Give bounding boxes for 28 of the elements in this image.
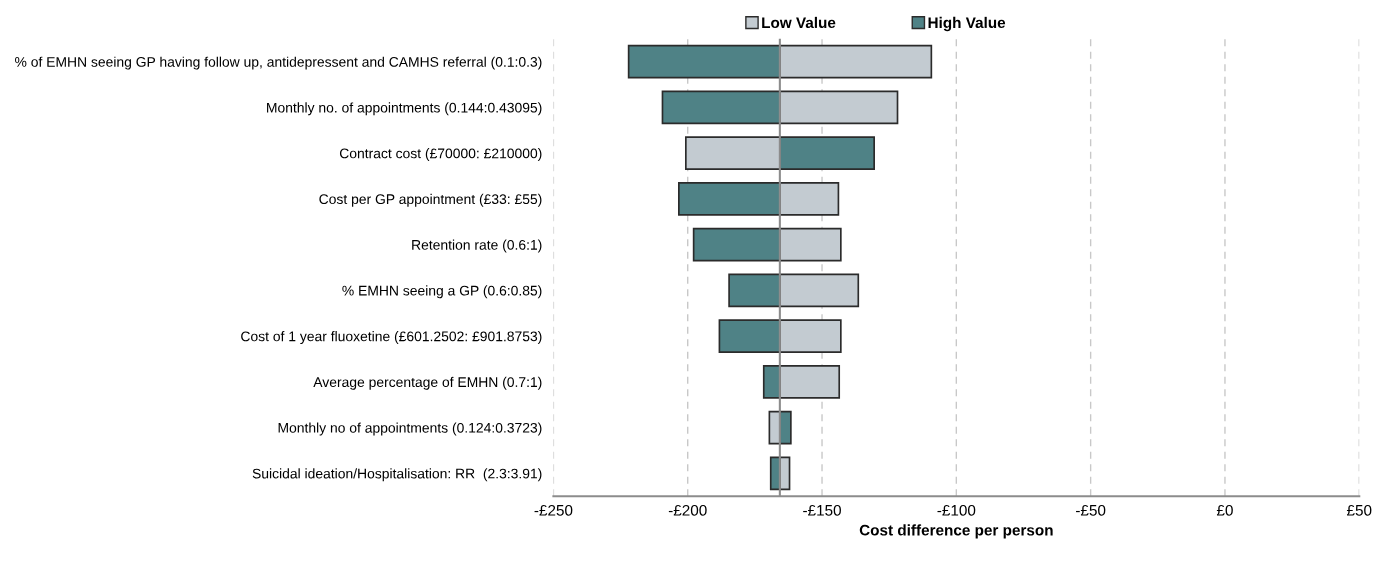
- y-tick-label: Cost of 1 year fluoxetine (£601.2502: £901.8753): [241, 331, 542, 345]
- x-tick-label: £0: [1216, 504, 1233, 516]
- y-tick-label: Suicidal ideation/Hospitalisation: RR (2.3:3.91): [252, 468, 542, 482]
- y-tick-label: Monthly no. of appointments (0.144:0.43095): [267, 102, 542, 116]
- y-tick-label: % EMHN seeing a GP (0.6:0.85): [342, 285, 542, 299]
- x-axis-title: Cost difference per person: [859, 524, 1053, 539]
- y-tick-label: Monthly no of appointments (0.124:0.3723): [278, 422, 542, 436]
- legend-label: Low Value: [762, 16, 836, 29]
- bar: [762, 365, 781, 399]
- bar: [779, 136, 875, 170]
- y-tick-label: % of EMHN seeing GP having follow up, antidepressent and CAMHS referral (0.1:0.3): [15, 56, 542, 70]
- bar: [627, 44, 781, 79]
- x-tick-label: -£200: [668, 504, 707, 516]
- y-tick-label: Average percentage of EMHN (0.7:1): [313, 376, 542, 390]
- bar: [718, 319, 781, 353]
- y-tick-label: Cost per GP appointment (£33: £55): [319, 193, 542, 207]
- x-tick-label: -£50: [1076, 504, 1106, 516]
- bar: [728, 273, 781, 308]
- x-tick-label: -£100: [937, 504, 976, 516]
- x-tick-label: -£150: [803, 504, 841, 516]
- y-tick-label: Contract cost (£70000: £210000): [339, 148, 542, 162]
- x-tick-label: £50: [1346, 504, 1372, 516]
- bar: [692, 227, 781, 262]
- bar: [678, 182, 781, 216]
- legend-label: High Value: [928, 16, 1006, 32]
- bar: [661, 90, 781, 125]
- y-tick-label: Retention rate (0.6:1): [412, 239, 542, 253]
- x-tick-label: -£250: [534, 504, 573, 516]
